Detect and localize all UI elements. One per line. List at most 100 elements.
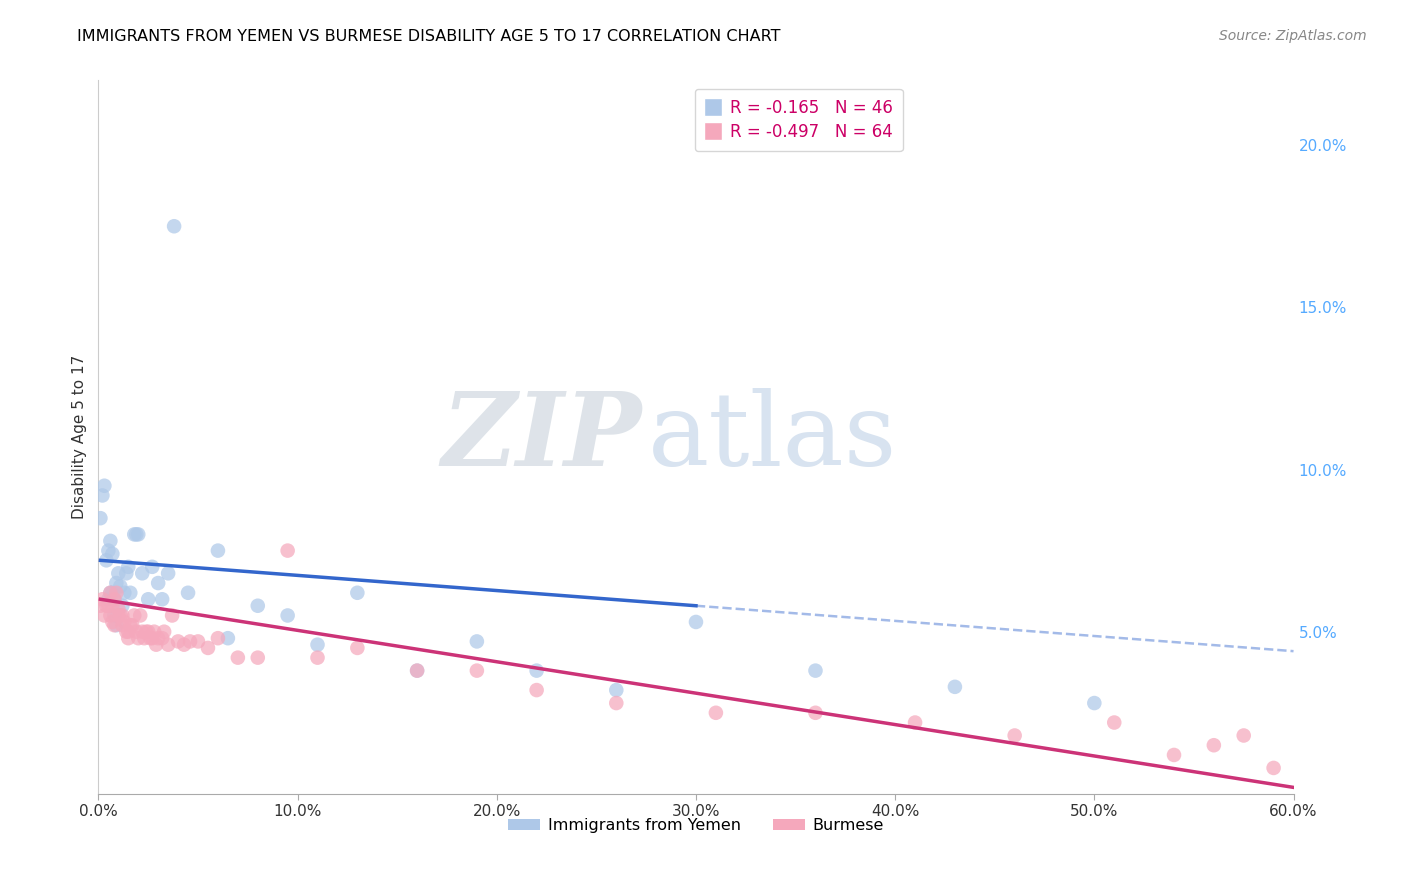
Point xyxy=(943,680,966,694)
Point xyxy=(167,634,190,648)
Point xyxy=(406,664,429,678)
Point xyxy=(1104,715,1126,730)
Point xyxy=(93,479,115,493)
Text: ZIP: ZIP xyxy=(441,388,643,486)
Point xyxy=(111,608,134,623)
Point xyxy=(107,608,129,623)
Point xyxy=(187,634,209,648)
Point xyxy=(105,586,128,600)
Point xyxy=(103,592,125,607)
Point xyxy=(96,553,118,567)
Point xyxy=(804,664,827,678)
Point xyxy=(111,618,134,632)
Point xyxy=(526,683,548,698)
Point xyxy=(125,527,148,541)
Point xyxy=(148,631,170,645)
Point xyxy=(1004,729,1026,743)
Point xyxy=(115,624,138,639)
Point xyxy=(197,640,219,655)
Point xyxy=(307,650,329,665)
Text: atlas: atlas xyxy=(648,388,897,486)
Point xyxy=(91,592,114,607)
Point xyxy=(98,533,122,548)
Point xyxy=(101,547,124,561)
Legend: Immigrants from Yemen, Burmese: Immigrants from Yemen, Burmese xyxy=(502,812,890,839)
Point xyxy=(117,631,139,645)
Point xyxy=(307,638,329,652)
Point xyxy=(112,586,135,600)
Point xyxy=(96,599,118,613)
Point xyxy=(406,664,429,678)
Point xyxy=(145,638,167,652)
Point xyxy=(98,586,122,600)
Point xyxy=(163,219,186,234)
Point xyxy=(160,608,183,623)
Point xyxy=(103,618,125,632)
Point xyxy=(277,543,299,558)
Point xyxy=(246,650,269,665)
Point xyxy=(129,608,152,623)
Point xyxy=(135,624,157,639)
Point xyxy=(226,650,249,665)
Point xyxy=(120,586,142,600)
Point xyxy=(153,624,176,639)
Point xyxy=(173,638,195,652)
Point xyxy=(465,634,488,648)
Point xyxy=(139,631,162,645)
Point xyxy=(179,634,201,648)
Point xyxy=(1163,747,1185,762)
Point xyxy=(117,559,139,574)
Point xyxy=(98,608,122,623)
Point xyxy=(124,608,146,623)
Point xyxy=(157,638,180,652)
Point xyxy=(105,576,128,591)
Point xyxy=(143,624,166,639)
Point xyxy=(1083,696,1105,710)
Point xyxy=(150,592,173,607)
Point xyxy=(115,566,138,581)
Point xyxy=(103,608,125,623)
Point xyxy=(148,576,170,591)
Point xyxy=(465,664,488,678)
Point xyxy=(89,599,111,613)
Point xyxy=(101,615,124,629)
Text: IMMIGRANTS FROM YEMEN VS BURMESE DISABILITY AGE 5 TO 17 CORRELATION CHART: IMMIGRANTS FROM YEMEN VS BURMESE DISABIL… xyxy=(77,29,780,44)
Point xyxy=(704,706,727,720)
Point xyxy=(112,615,135,629)
Point xyxy=(150,631,173,645)
Point xyxy=(121,618,143,632)
Point xyxy=(157,566,180,581)
Point xyxy=(89,511,111,525)
Point xyxy=(141,631,163,645)
Point xyxy=(346,586,368,600)
Point xyxy=(97,592,120,607)
Point xyxy=(131,566,153,581)
Point xyxy=(136,592,159,607)
Point xyxy=(134,631,156,645)
Point xyxy=(605,696,627,710)
Point xyxy=(103,592,125,607)
Y-axis label: Disability Age 5 to 17: Disability Age 5 to 17 xyxy=(72,355,87,519)
Point xyxy=(131,624,153,639)
Point xyxy=(605,683,627,698)
Point xyxy=(526,664,548,678)
Point xyxy=(346,640,368,655)
Point xyxy=(141,559,163,574)
Point xyxy=(97,543,120,558)
Point xyxy=(136,624,159,639)
Point xyxy=(904,715,927,730)
Point xyxy=(127,631,149,645)
Point xyxy=(207,543,229,558)
Point xyxy=(101,599,124,613)
Point xyxy=(177,586,200,600)
Point xyxy=(120,618,142,632)
Point xyxy=(110,579,132,593)
Point xyxy=(1233,729,1256,743)
Point xyxy=(277,608,299,623)
Point xyxy=(107,602,129,616)
Point xyxy=(110,608,132,623)
Point xyxy=(105,618,128,632)
Point xyxy=(127,527,149,541)
Point xyxy=(124,527,146,541)
Point xyxy=(93,608,115,623)
